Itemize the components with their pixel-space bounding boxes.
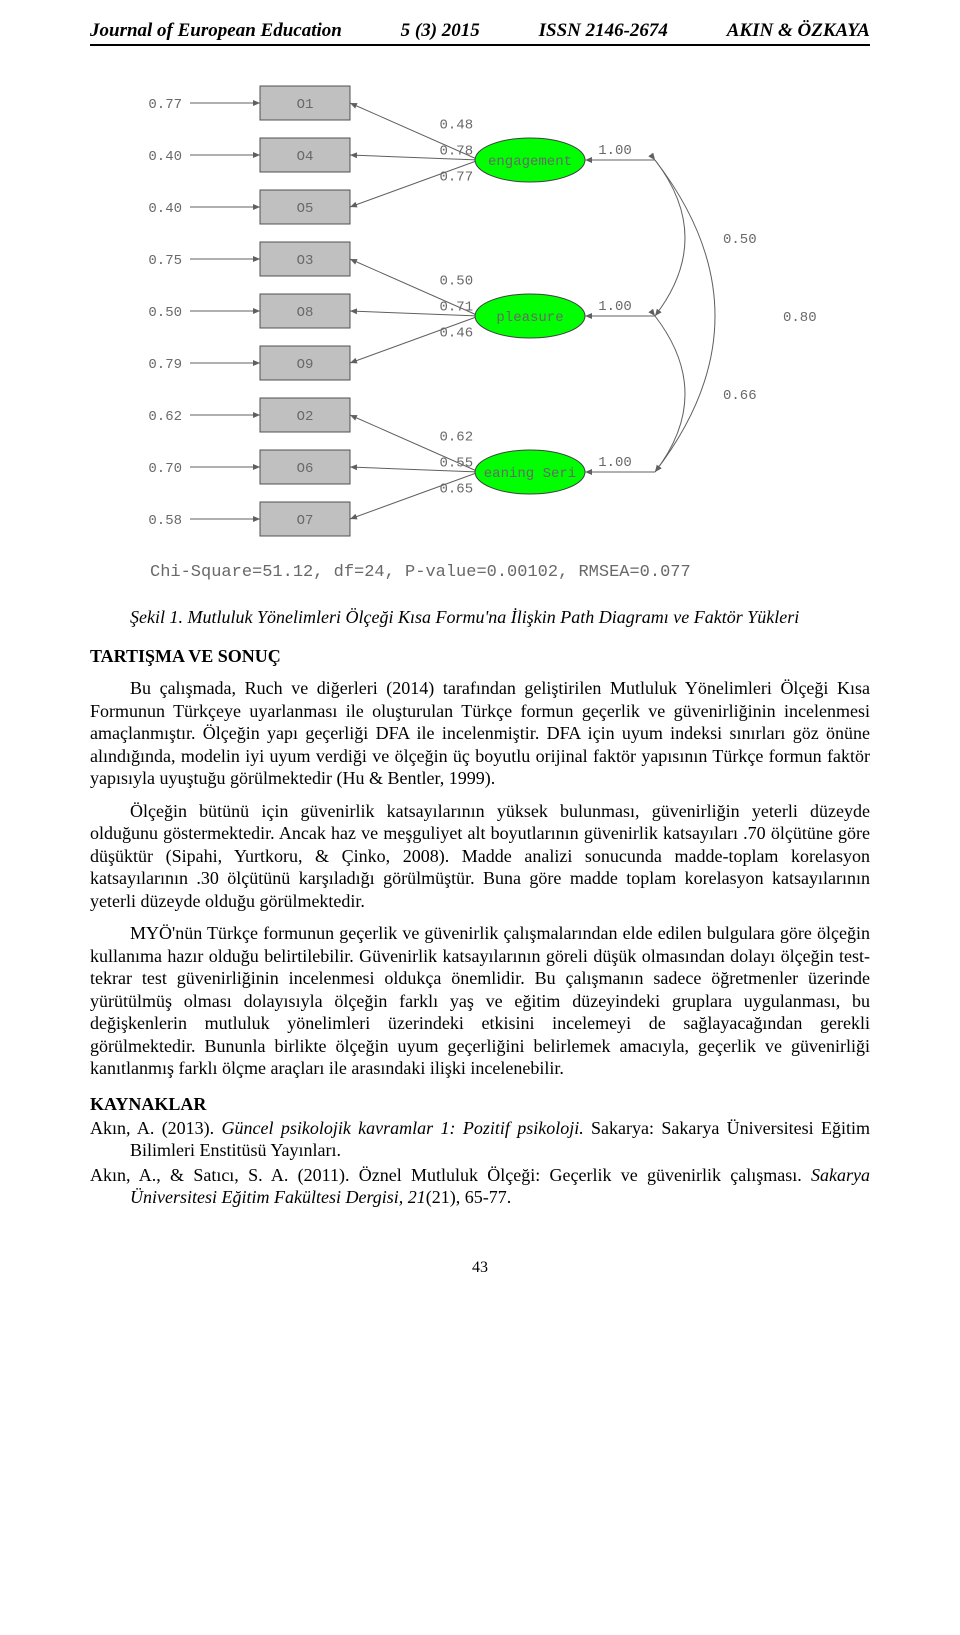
svg-text:0.65: 0.65 [440,482,474,498]
svg-text:0.46: 0.46 [440,326,474,342]
svg-text:0.75: 0.75 [148,253,182,269]
svg-text:0.80: 0.80 [783,310,817,326]
svg-text:O9: O9 [297,357,314,373]
svg-text:0.62: 0.62 [148,409,182,425]
svg-text:O7: O7 [297,513,314,529]
figure-caption: Şekil 1. Mutluluk Yönelimleri Ölçeği Kıs… [90,607,870,628]
svg-text:0.66: 0.66 [723,388,757,404]
reference-item: Akın, A. (2013). Güncel psikolojik kavra… [90,1117,870,1162]
path-diagram-svg: 0.48 0.78 0.77 0.50 0.71 0.46 0.62 0.55 0.65 0.77… [130,56,830,596]
paragraph: Bu çalışmada, Ruch ve diğerleri (2014) t… [90,677,870,790]
svg-text:0.50: 0.50 [723,232,757,248]
svg-text:engagement: engagement [488,154,572,170]
discussion-body: Bu çalışmada, Ruch ve diğerleri (2014) t… [90,677,870,1080]
svg-text:0.50: 0.50 [440,274,474,290]
references-title: KAYNAKLAR [90,1094,870,1115]
svg-text:0.40: 0.40 [148,201,182,217]
svg-text:0.77: 0.77 [148,97,182,113]
svg-text:0.77: 0.77 [440,170,474,186]
svg-text:Chi-Square=51.12, df=24, P-val: Chi-Square=51.12, df=24, P-value=0.00102… [150,563,691,582]
ref-text: (21), 65-77. [426,1187,511,1207]
ref-text: Akın, A. (2013). [90,1118,222,1138]
path-diagram: 0.48 0.78 0.77 0.50 0.71 0.46 0.62 0.55 0.65 0.77… [90,56,870,601]
svg-text:1.00: 1.00 [598,455,632,471]
svg-text:O6: O6 [297,461,314,477]
journal-issn: ISSN 2146-2674 [539,20,668,42]
journal-issue: 5 (3) 2015 [401,20,480,42]
svg-text:O4: O4 [297,149,314,165]
svg-text:O5: O5 [297,201,314,217]
svg-text:pleasure: pleasure [496,310,563,326]
svg-text:0.55: 0.55 [440,456,474,472]
paragraph: Ölçeğin bütünü için güvenirlik katsayıla… [90,800,870,913]
svg-text:0.62: 0.62 [440,430,474,446]
svg-text:0.48: 0.48 [440,118,474,134]
svg-text:0.40: 0.40 [148,149,182,165]
svg-text:0.70: 0.70 [148,461,182,477]
svg-text:1.00: 1.00 [598,143,632,159]
svg-text:O8: O8 [297,305,314,321]
svg-text:O2: O2 [297,409,314,425]
svg-text:0.78: 0.78 [440,144,474,160]
ref-text: Akın, A., & Satıcı, S. A. (2011). Öznel … [90,1165,811,1185]
page-number: 43 [90,1259,870,1277]
reference-item: Akın, A., & Satıcı, S. A. (2011). Öznel … [90,1164,870,1209]
paragraph: MYÖ'nün Türkçe formunun geçerlik ve güve… [90,922,870,1080]
journal-name: Journal of European Education [90,20,342,42]
svg-text:1.00: 1.00 [598,299,632,315]
discussion-title: TARTIŞMA VE SONUÇ [90,646,870,667]
ref-italic: Güncel psikolojik kavramlar 1: Pozitif p… [222,1118,584,1138]
svg-text:0.58: 0.58 [148,513,182,529]
svg-text:0.71: 0.71 [440,300,474,316]
authors: AKIN & ÖZKAYA [727,20,870,42]
svg-text:0.50: 0.50 [148,305,182,321]
page-header: Journal of European Education 5 (3) 2015… [90,20,870,46]
svg-text:O3: O3 [297,253,314,269]
svg-text:eaning Seri: eaning Seri [484,466,576,482]
svg-text:0.79: 0.79 [148,357,182,373]
svg-text:O1: O1 [297,97,314,113]
